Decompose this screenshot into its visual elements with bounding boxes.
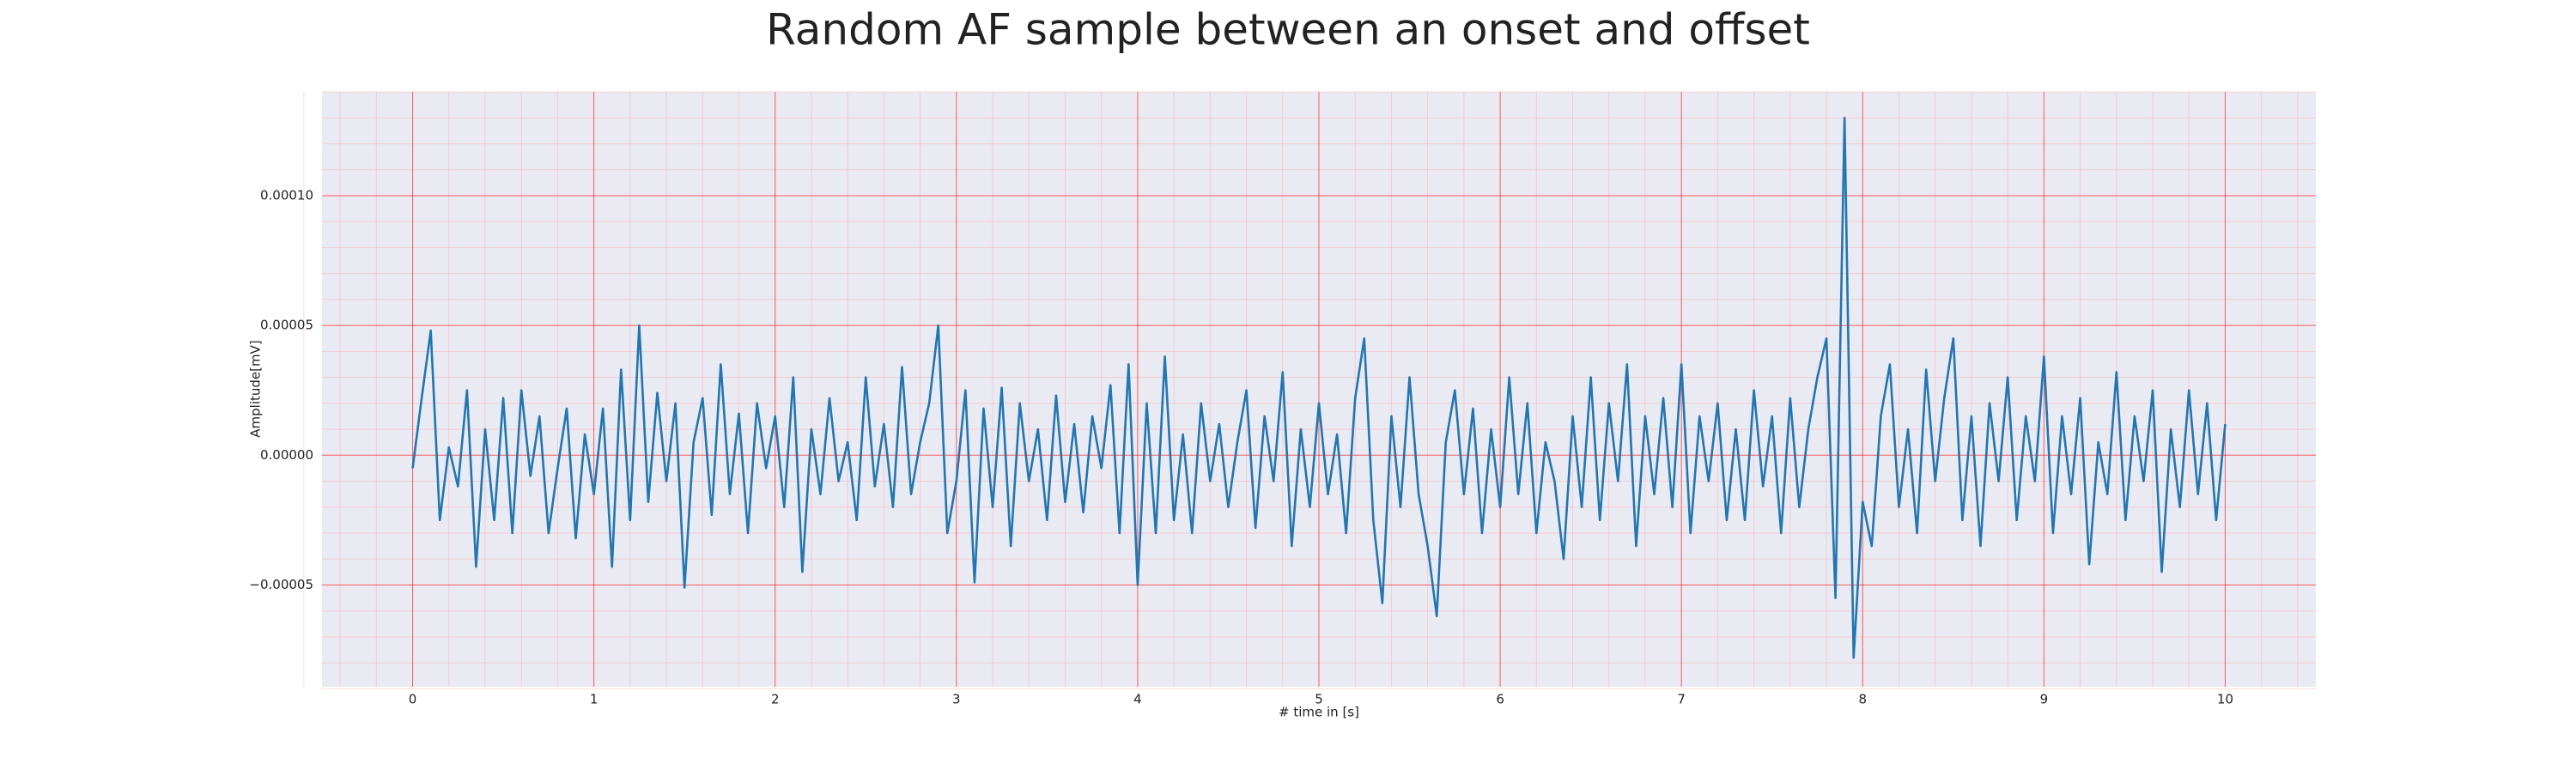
x-tick-label: 2: [771, 692, 780, 707]
x-tick-label: 3: [952, 692, 961, 707]
y-tick-label: −0.00005: [249, 577, 313, 592]
x-axis-label: # time in [s]: [1279, 705, 1359, 720]
y-tick-label: 0.00005: [260, 318, 313, 333]
y-axis-label: Amplitude[mV]: [248, 340, 264, 437]
plot-area: [411, 116, 2227, 659]
y-tick-label: 0.00010: [260, 187, 313, 203]
x-tick-label: 4: [1133, 692, 1142, 707]
data-line: [411, 116, 2227, 659]
x-tick-label: 9: [2040, 692, 2049, 707]
x-tick-label: 8: [1858, 692, 1867, 707]
x-tick-label: 5: [1315, 692, 1323, 707]
x-tick-label: 6: [1496, 692, 1504, 707]
x-tick-label: 7: [1677, 692, 1686, 707]
x-tick-label: 1: [590, 692, 598, 707]
x-tick-label: 10: [2217, 692, 2233, 707]
y-tick-label: 0.00000: [260, 447, 313, 463]
chart-title: Random AF sample between an onset and of…: [766, 5, 1810, 55]
grid: [303, 91, 2316, 689]
x-tick-label: 0: [409, 692, 417, 707]
